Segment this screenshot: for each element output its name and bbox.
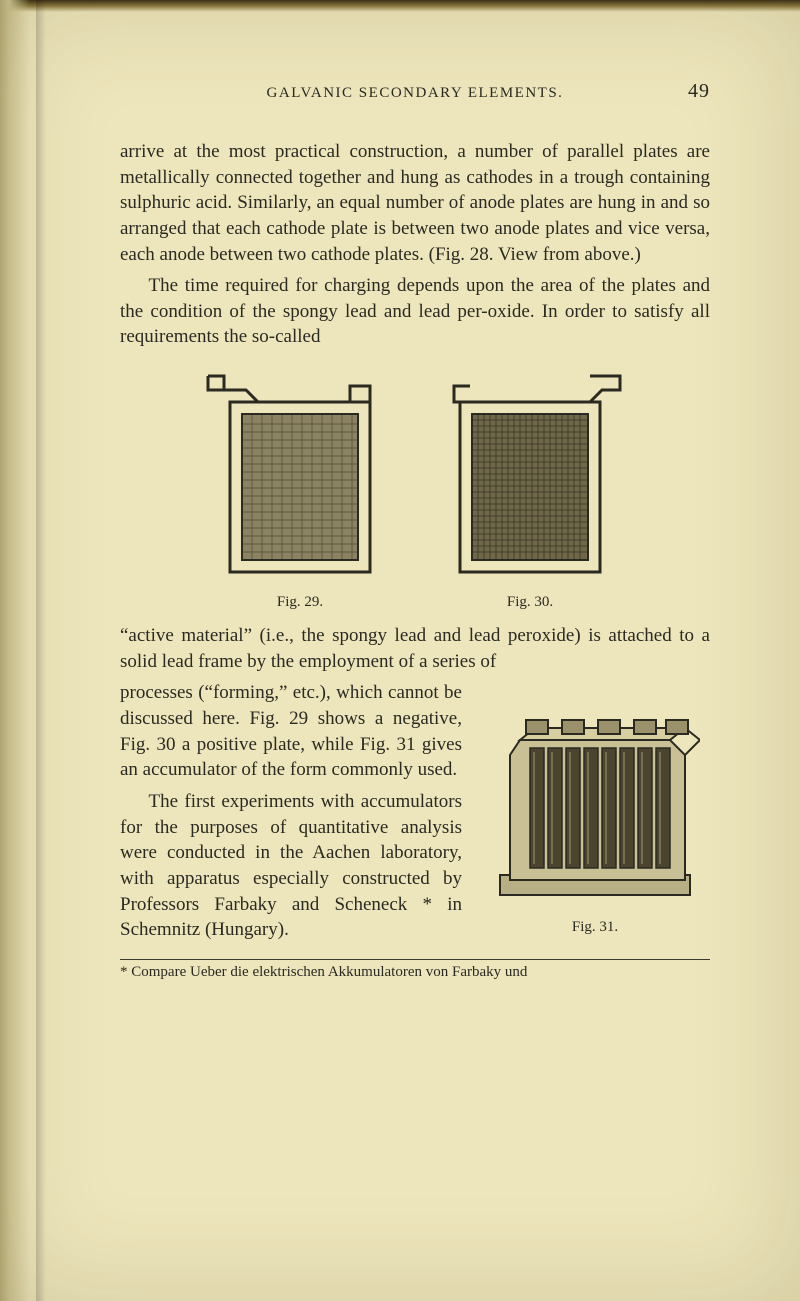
figure-31-column: Fig. 31.: [480, 680, 710, 936]
caption-fig-31: Fig. 31.: [480, 919, 710, 936]
scan-edge-left: [0, 0, 30, 1301]
wrap-text-column: processes (“forming,” etc.), which canno…: [120, 680, 462, 948]
running-title: GALVANIC SECONDARY ELEMENTS.: [160, 85, 670, 102]
two-column-wrap: processes (“forming,” etc.), which canno…: [120, 680, 710, 948]
scan-edge-top: [0, 0, 800, 12]
figure-30-plate-icon: [430, 368, 630, 588]
footnote: * Compare Ueber die elektrischen Akkumul…: [120, 964, 710, 981]
body-text: arrive at the most practical constructio…: [120, 139, 710, 350]
body-text-after-figs: “active material” (i.e., the spongy lead…: [120, 623, 710, 674]
paragraph-5: The first experiments with accumu­lators…: [120, 789, 462, 943]
running-head: GALVANIC SECONDARY ELEMENTS. 49: [120, 80, 710, 103]
figure-captions-29-30: Fig. 29. Fig. 30.: [120, 594, 710, 611]
footnote-rule: [120, 959, 710, 960]
caption-fig-29: Fig. 29.: [240, 594, 360, 611]
page-number: 49: [670, 80, 710, 103]
scan-gutter-shadow: [36, 0, 46, 1301]
paragraph-3: “active material” (i.e., the spongy lead…: [120, 623, 710, 674]
caption-fig-30: Fig. 30.: [470, 594, 590, 611]
figures-row-29-30: [120, 368, 710, 588]
page: GALVANIC SECONDARY ELEMENTS. 49 arrive a…: [0, 0, 800, 1301]
figure-31-accumulator-icon: [490, 680, 700, 910]
figure-29-plate-icon: [200, 368, 400, 588]
paragraph-4: processes (“forming,” etc.), which canno…: [120, 680, 462, 783]
paragraph-2: The time required for charging depends u…: [120, 273, 710, 350]
paragraph-1: arrive at the most practical constructio…: [120, 139, 710, 267]
